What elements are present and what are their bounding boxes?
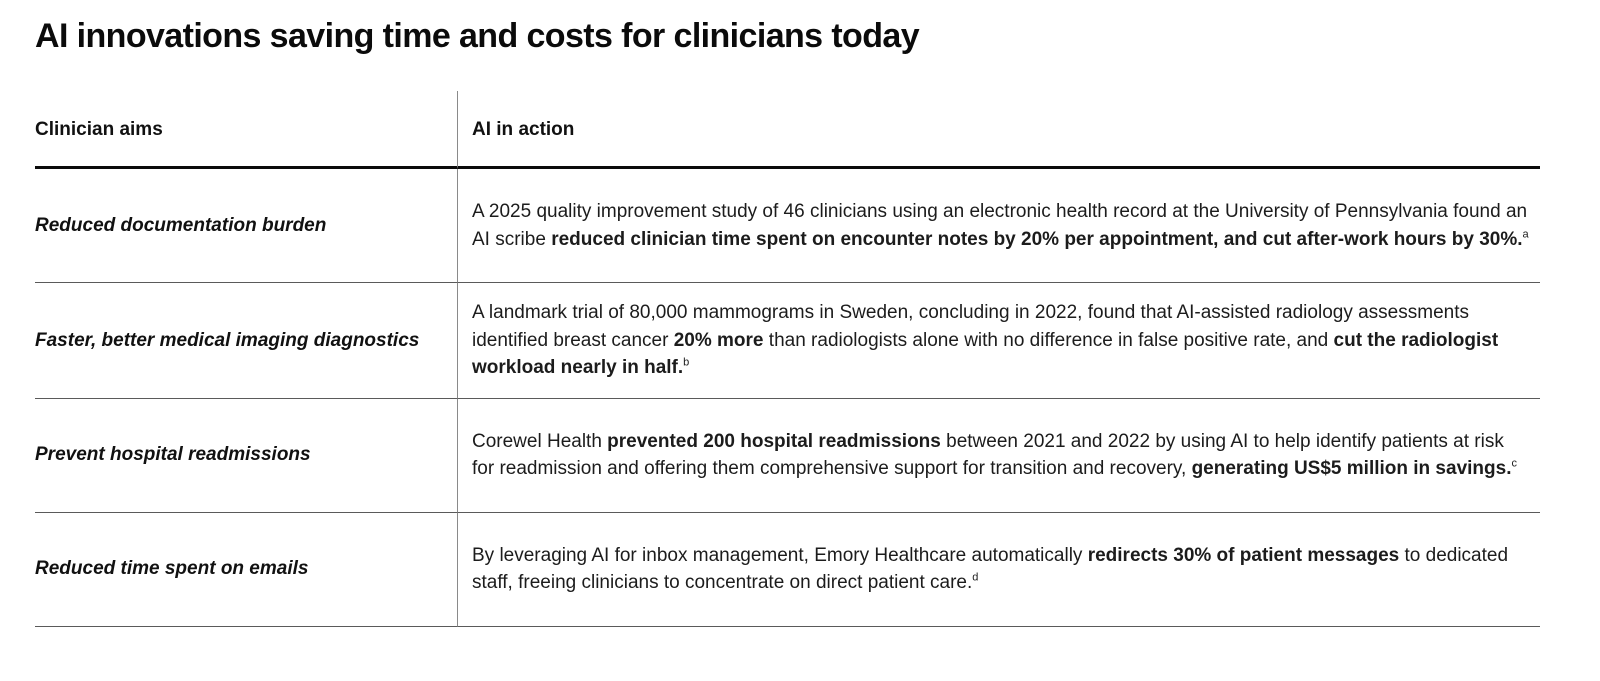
action-text: By leveraging AI for inbox management, E…	[472, 544, 1509, 594]
action-cell-time-on-emails: By leveraging AI for inbox management, E…	[457, 512, 1540, 627]
aim-cell-time-on-emails: Reduced time spent on emails	[35, 513, 457, 627]
column-header-clinician-aims: Clinician aims	[35, 91, 457, 170]
page-title: AI innovations saving time and costs for…	[35, 17, 920, 55]
action-text: A landmark trial of 80,000 mammograms in…	[472, 302, 1499, 379]
action-text: A 2025 quality improvement study of 46 c…	[472, 201, 1529, 250]
column-header-ai-in-action: AI in action	[457, 91, 1540, 170]
aim-cell-hospital-readmissions: Prevent hospital readmissions	[35, 399, 457, 513]
aim-cell-documentation-burden: Reduced documentation burden	[35, 169, 457, 284]
action-cell-hospital-readmissions: Corewel Health prevented 200 hospital re…	[457, 398, 1540, 513]
aim-cell-imaging-diagnostics: Faster, better medical imaging diagnosti…	[35, 283, 457, 399]
ai-innovations-table: Clinician aims AI in action Reduced docu…	[35, 91, 1540, 627]
action-text: Corewel Health prevented 200 hospital re…	[472, 430, 1517, 480]
action-cell-imaging-diagnostics: A landmark trial of 80,000 mammograms in…	[457, 283, 1540, 399]
action-cell-documentation-burden: A 2025 quality improvement study of 46 c…	[457, 169, 1540, 284]
